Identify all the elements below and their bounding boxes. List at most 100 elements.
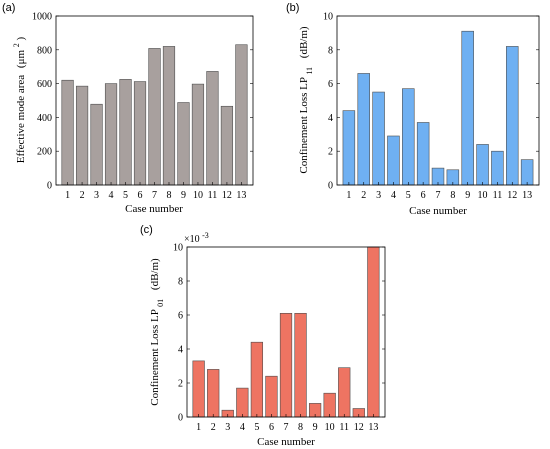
bar-10 [476,144,489,186]
bar-12 [506,46,519,186]
bar-11 [338,367,351,418]
panel-b-y-axis-subscript: 11 [305,67,314,75]
x-tick-label: 6 [269,422,274,433]
y-tick-label: 2 [328,147,333,158]
panel-c-label: (c) [140,224,153,236]
panel-a-y-axis-unit-close: ) [15,36,27,40]
bar-1 [61,79,74,186]
panel-a-y-axis-label-text: Effective mode area [15,75,27,163]
bar-1 [192,360,205,418]
panel-c-bars [192,246,380,418]
panel-c-y-ticks: 0 2 4 6 8 10 [173,243,385,424]
bar-4 [236,387,249,418]
panel-a-y-ticks: 0 200 400 600 800 1000 [32,12,253,192]
y-tick-label: 200 [37,147,52,158]
bar-6 [133,81,147,186]
y-tick-label: 1000 [32,12,52,23]
x-tick-label: 11 [493,190,503,201]
bar-11 [206,71,219,186]
x-tick-label: 4 [109,190,114,201]
panel-c-x-ticks: 1 2 3 4 5 6 7 8 9 10 11 12 13 [196,414,378,433]
y-tick-label: 8 [178,277,183,288]
bar-3 [372,91,385,186]
x-tick-label: 1 [196,422,201,433]
panel-b-y-axis-unit: (dB/m) [298,26,310,58]
x-tick-label: 5 [406,190,411,201]
x-tick-label: 13 [522,190,532,201]
bar-6 [416,122,430,186]
x-tick-label: 1 [65,190,70,201]
panel-b-y-axis-label-text: Confinement Loss LP [298,77,310,173]
bar-5 [250,341,264,418]
x-tick-label: 6 [138,190,143,201]
x-tick-label: 4 [240,422,245,433]
bar-7 [148,48,161,186]
bar-4 [104,83,118,186]
x-tick-label: 3 [225,422,230,433]
y-tick-label: 6 [178,311,183,322]
x-tick-label: 3 [376,190,381,201]
y-tick-label: 0 [178,413,183,424]
bar-11 [491,150,504,186]
panel-c-exponent-label: ×10 -3 [184,231,209,245]
panel-c-y-axis-unit: (dB/m) [149,258,161,290]
x-tick-label: 13 [368,422,378,433]
y-tick-label: 2 [178,379,183,390]
panel-b-y-ticks: 0 2 4 6 8 10 [323,12,539,192]
y-tick-label: 0 [47,181,52,192]
x-tick-label: 10 [325,422,335,433]
x-tick-label: 7 [436,190,441,201]
bar-13 [235,44,248,186]
panel-c-exponent-power: -3 [202,231,209,240]
y-tick-label: 4 [178,345,183,356]
bar-3 [90,103,103,186]
bar-8 [294,312,307,418]
y-tick-label: 4 [328,113,333,124]
x-tick-label: 1 [346,190,351,201]
y-tick-label: 10 [173,243,183,254]
x-tick-label: 5 [123,190,128,201]
panel-b-bars [342,30,534,186]
bar-12 [220,105,234,186]
panel-b-y-axis-label: Confinement Loss LP 11 (dB/m) [298,26,315,173]
bar-10 [323,392,336,418]
x-tick-label: 5 [254,422,259,433]
x-tick-label: 2 [80,190,85,201]
x-tick-label: 2 [361,190,366,201]
bar-7 [279,312,293,418]
panel-c-y-axis-subscript: 01 [156,299,165,307]
panel-a-x-axis-label: Case number [125,203,183,215]
bar-13 [520,159,534,186]
x-tick-label: 7 [284,422,289,433]
y-tick-label: 400 [37,113,52,124]
y-tick-label: 8 [328,45,333,56]
panel-a-label: (a) [2,2,15,14]
x-tick-label: 7 [152,190,157,201]
x-tick-label: 10 [478,190,488,201]
x-tick-label: 9 [313,422,318,433]
bar-4 [387,135,400,186]
bar-5 [402,88,415,186]
panel-c-y-axis-label: Confinement Loss LP 01 (dB/m) [149,258,166,406]
panel-a-y-axis-label: Effective mode area (μm 2 ) [10,36,27,163]
bar-2 [207,369,220,418]
x-tick-label: 10 [193,190,203,201]
x-tick-label: 8 [298,422,303,433]
panel-a-y-axis-unit-sup: 2 [12,43,21,47]
x-tick-label: 9 [465,190,470,201]
bar-6 [265,375,278,418]
bar-1 [342,110,356,186]
bar-9 [177,102,190,186]
panel-b-label: (b) [286,2,299,14]
x-tick-label: 8 [166,190,171,201]
x-tick-label: 6 [421,190,426,201]
bar-13 [367,246,380,418]
x-tick-label: 9 [181,190,186,201]
panel-a-y-axis-unit-base: (μm [15,50,27,69]
x-tick-label: 11 [339,422,349,433]
x-tick-label: 12 [222,190,232,201]
panel-b-x-axis-label: Case number [409,205,467,217]
